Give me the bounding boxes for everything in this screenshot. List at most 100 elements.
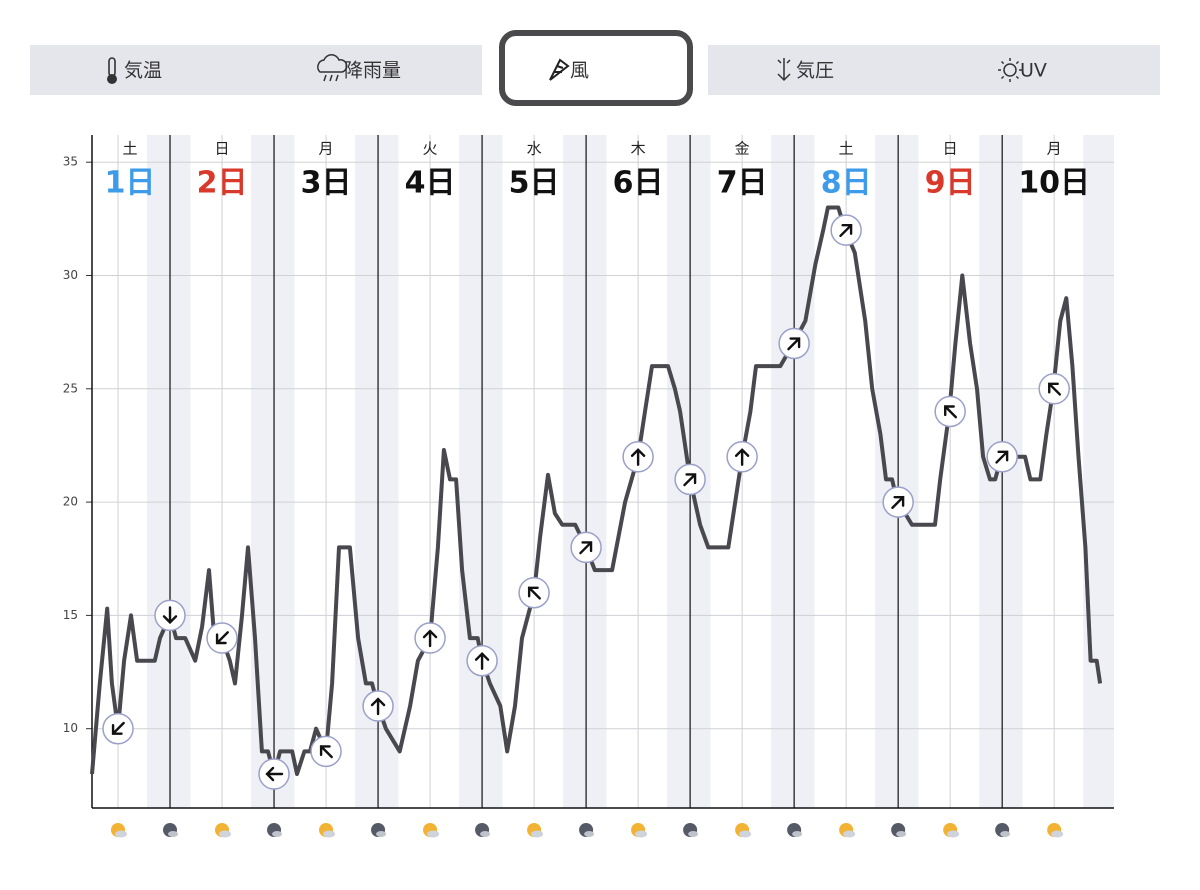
wind-arrow xyxy=(362,690,394,722)
arrow-glyph xyxy=(579,541,593,555)
arrow-glyph xyxy=(422,629,438,648)
uv-ray xyxy=(1015,60,1020,65)
weekday-label: 日 xyxy=(215,140,230,158)
y-tick-label: 25 xyxy=(63,381,78,395)
tab-label: 気温 xyxy=(124,60,162,82)
selected-tab[interactable] xyxy=(499,30,693,106)
day-label: 3日 xyxy=(301,166,352,201)
arrow-glyph xyxy=(370,697,386,716)
weather-cloud xyxy=(843,830,856,838)
tab[interactable]: 気圧 xyxy=(777,58,834,82)
day-label: 1日 xyxy=(105,166,156,201)
tab[interactable]: 降雨量 xyxy=(317,54,401,82)
wind-arrow xyxy=(674,463,706,496)
tab[interactable]: UV xyxy=(998,58,1047,82)
weekday-label: 木 xyxy=(631,140,646,158)
day-label: 4日 xyxy=(405,166,456,201)
arrow-glyph xyxy=(1048,382,1062,396)
night-band xyxy=(147,135,191,808)
arrow-glyph xyxy=(111,721,125,735)
wind-arrow xyxy=(1038,373,1070,405)
wind-arrow xyxy=(206,622,238,654)
arrow-glyph xyxy=(162,606,178,625)
rain-icon xyxy=(317,54,348,82)
y-tick-label: 20 xyxy=(63,495,78,509)
day-label: 5日 xyxy=(509,166,560,201)
day-label: 10日 xyxy=(1018,166,1090,201)
weekday-label: 月 xyxy=(319,140,334,158)
wind-arrow xyxy=(518,576,550,609)
wind-arrow xyxy=(154,599,186,632)
arrow-glyph xyxy=(527,586,541,600)
arrow-glyph xyxy=(891,495,905,509)
uv-ray xyxy=(1000,60,1005,65)
wind-arrow xyxy=(778,327,810,360)
weekday-label: 土 xyxy=(839,140,854,158)
weather-cloud xyxy=(635,830,648,838)
day-label: 6日 xyxy=(613,166,664,201)
wind-arrow xyxy=(986,441,1018,473)
weather-cloud xyxy=(1000,831,1011,837)
weather-cloud xyxy=(584,831,595,837)
weekday-label: 火 xyxy=(423,140,438,158)
tab-label: 風 xyxy=(570,60,589,82)
night-band xyxy=(771,135,815,808)
wind-arrow xyxy=(258,758,290,790)
uv-ray xyxy=(1000,75,1005,80)
wind-arrow xyxy=(414,622,446,654)
wind-icon xyxy=(549,58,570,81)
arrow-glyph xyxy=(474,652,490,670)
weather-cloud xyxy=(115,830,128,838)
y-tick-label: 30 xyxy=(63,268,78,282)
wind-arrow xyxy=(622,441,654,473)
weather-cloud xyxy=(947,830,960,838)
arrow-glyph xyxy=(630,448,646,466)
arrow-glyph xyxy=(683,473,697,487)
tab[interactable]: 風 xyxy=(549,58,589,82)
wind-arrow xyxy=(102,712,134,745)
weather-cloud xyxy=(1051,830,1064,838)
weekday-label: 土 xyxy=(122,140,137,158)
day-label: 2日 xyxy=(197,166,248,201)
pressure-icon xyxy=(777,58,791,82)
arrow-glyph xyxy=(734,448,750,466)
y-tick-label: 10 xyxy=(63,721,78,735)
arrow-glyph xyxy=(265,766,284,782)
wind-arrow xyxy=(882,486,914,518)
day-label: 9日 xyxy=(925,166,976,201)
weather-cloud xyxy=(376,831,387,837)
weather-cloud xyxy=(792,831,803,837)
weekday-label: 月 xyxy=(1047,140,1062,158)
arrow-glyph xyxy=(995,450,1009,464)
tab-label: 降雨量 xyxy=(344,60,401,82)
plot: 10 15 20 25 30 35 土 1日 日 2日 月 3日 火 4日 水 5日 木 6日 金 7日 土 8日 日 9日 月… xyxy=(63,135,1114,838)
night-band xyxy=(563,135,607,808)
tab[interactable]: 気温 xyxy=(107,57,162,84)
wind-arrow xyxy=(726,441,758,473)
wind-arrow xyxy=(570,531,602,564)
wind-arrow xyxy=(310,735,342,768)
weather-cloud xyxy=(896,831,907,837)
y-tick-label: 35 xyxy=(63,155,78,169)
weather-cloud xyxy=(739,830,752,838)
arrow-glyph xyxy=(944,405,958,419)
weekday-label: 金 xyxy=(735,140,750,158)
uv-icon xyxy=(1003,63,1017,77)
weather-cloud xyxy=(480,831,491,837)
wind-arrow xyxy=(934,395,966,428)
wind-arrow xyxy=(466,644,498,677)
weather-cloud xyxy=(323,830,336,838)
weather-cloud xyxy=(219,830,232,838)
thermometer-bulb xyxy=(107,74,117,84)
weather-cloud xyxy=(168,831,179,837)
tabs: 気温 降雨量 風 気圧 UV xyxy=(107,54,1047,84)
night-band xyxy=(1083,135,1114,808)
y-tick-label: 15 xyxy=(63,608,78,622)
tab-label: 気圧 xyxy=(796,60,834,82)
arrow-glyph xyxy=(839,224,853,238)
weather-cloud xyxy=(272,831,283,837)
wind-arrow xyxy=(830,214,862,246)
day-label: 8日 xyxy=(821,166,872,201)
